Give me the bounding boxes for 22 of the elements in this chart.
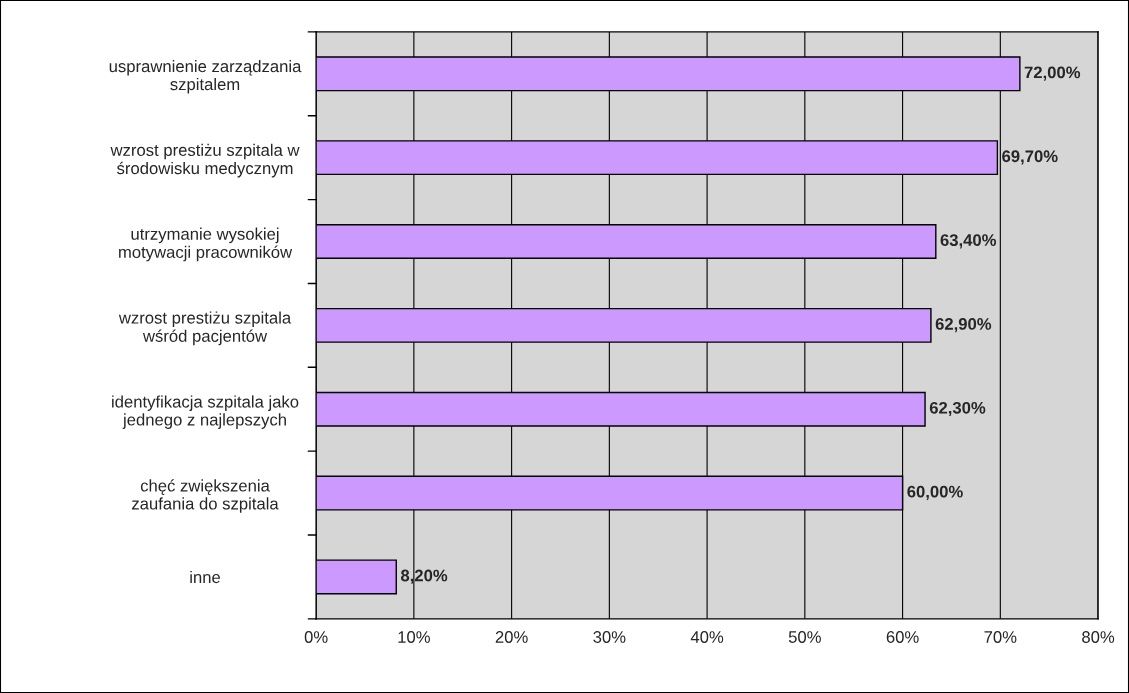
x-tick-label: 40% (690, 631, 724, 643)
y-tick-label: wzrost prestiżu szpitala w środowisku medycznym (110, 143, 300, 178)
data-label: 60,00% (907, 485, 963, 500)
data-label: 69,70% (1002, 150, 1058, 165)
x-tick-label: 80% (1082, 631, 1115, 643)
x-tick-label: 60% (886, 631, 919, 643)
y-tick-label: wzrost prestiżu szpitala wśród pacjentów (118, 311, 292, 346)
data-label: 63,40% (940, 234, 997, 249)
x-tick-label: 20% (495, 631, 528, 643)
data-label: 62,30% (929, 401, 986, 417)
data-label: 72,00% (1024, 66, 1081, 81)
y-tick-label: identyfikacja szpitala jako jednego z najlepszych (112, 395, 299, 429)
y-tick-label: inne (190, 570, 221, 584)
y-tick-label: chęć zwiększenia zaufania do szpitala (132, 479, 279, 513)
x-tick-label: 10% (398, 631, 430, 643)
x-tick-label: 70% (984, 631, 1017, 643)
x-tick-label: 0% (304, 631, 328, 643)
y-tick-label: utrzymanie wysokiej motywacji pracowników (119, 227, 293, 262)
data-label: 62,90% (935, 318, 992, 333)
x-tick-label: 30% (593, 631, 626, 643)
y-tick-label: usprawnienie zarządzania szpitalem (109, 59, 302, 94)
x-tick-label: 50% (788, 631, 821, 643)
